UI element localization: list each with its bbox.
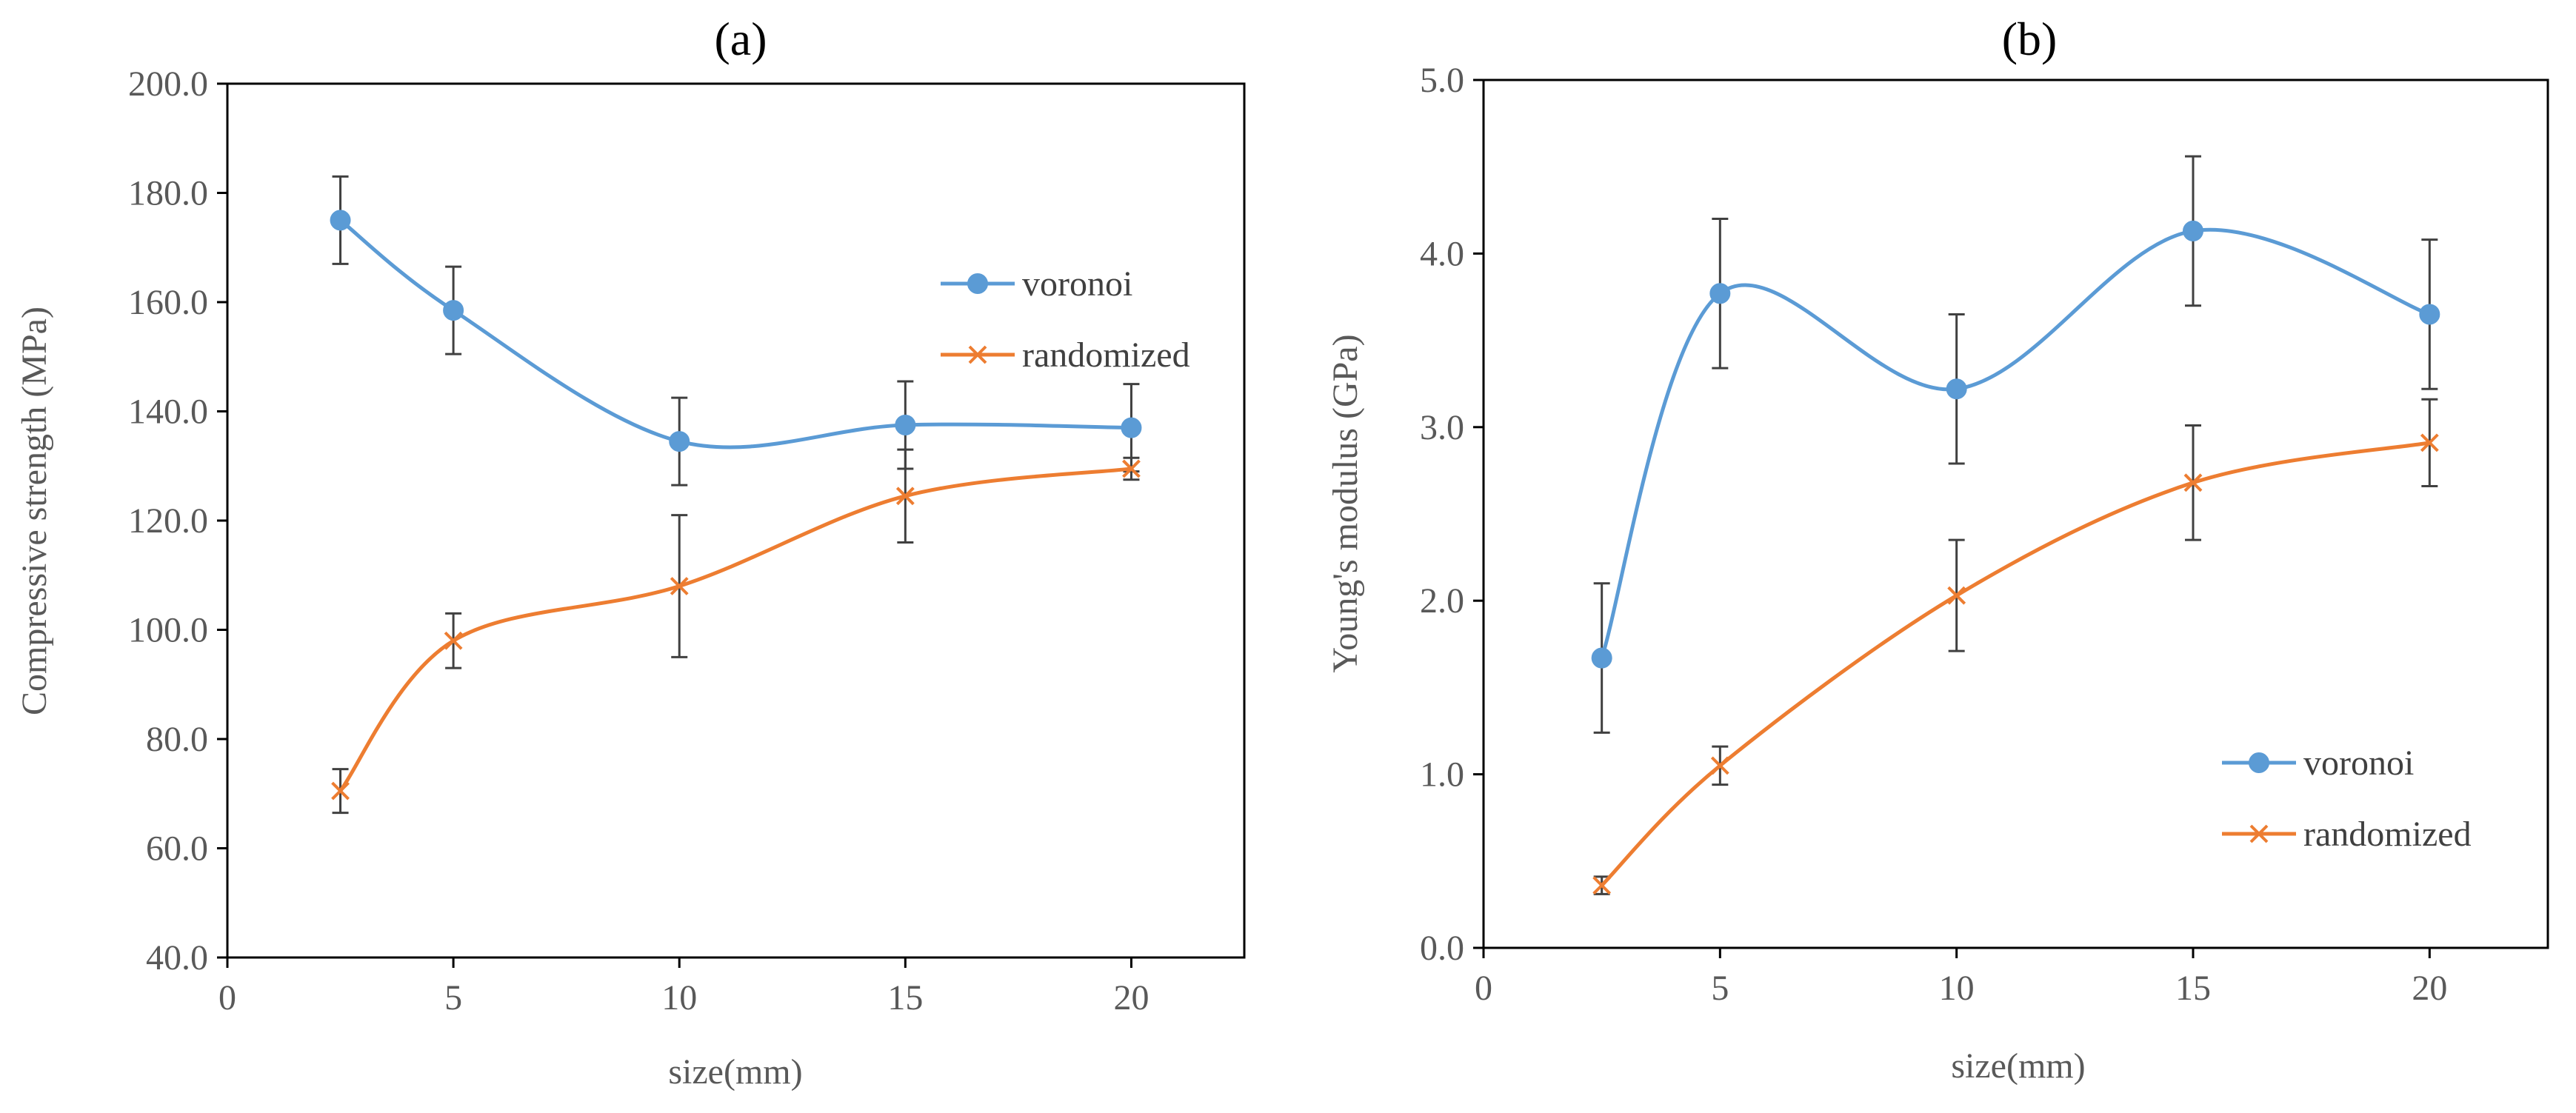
panel-b-x-axis-title: size(mm) [1951, 1046, 2085, 1086]
panel-b-voronoi-point [1946, 378, 1967, 400]
panel-b-randomized-point-stroke-2 [1947, 586, 1966, 605]
panel-b-x-tick-label: 0 [1475, 969, 1492, 1008]
panel-a-randomized-point [331, 781, 350, 801]
panel-b-x-tick-label: 10 [1939, 969, 1975, 1008]
panel-a-randomized-point [1122, 459, 1141, 478]
panel-a-randomized-point-stroke-2 [444, 631, 463, 650]
panel-a-x-tick-label: 15 [887, 978, 923, 1017]
panel-b-x-tick-label: 5 [1711, 969, 1729, 1008]
panel-a-randomized-point-stroke-2 [331, 781, 350, 801]
panel-a-y-tick-label: 80.0 [146, 720, 208, 759]
panel-b-randomized-point [2183, 473, 2203, 492]
panel-b-x-tick-label: 20 [2412, 969, 2447, 1008]
chart-panel-a: (a) size(mm) Compressive strength (MPa) … [15, 13, 1246, 1092]
panel-b-legend-randomized: randomized [2222, 815, 2472, 854]
panel-a-y-axis-title: Compressive strength (MPa) [15, 307, 54, 715]
panel-a-legend-randomized: randomized [941, 335, 1190, 375]
panel-a-voronoi-point [895, 414, 916, 435]
panel-b-voronoi-point [2183, 220, 2203, 241]
panel-b-y-tick-label: 1.0 [1420, 755, 1464, 795]
panel-b-y-tick-label: 0.0 [1420, 929, 1464, 968]
panel-b-voronoi-point [2419, 304, 2440, 325]
panel-b-randomized-point [1592, 876, 1612, 895]
panel-a-randomized-point [895, 487, 915, 506]
panel-a-voronoi-point [669, 431, 690, 452]
panel-a-voronoi-point [1121, 417, 1142, 438]
panel-a-x-tick-label: 20 [1113, 978, 1149, 1017]
panel-b-y-tick-label: 3.0 [1420, 408, 1464, 447]
panel-a-y-tick-label: 160.0 [128, 283, 208, 322]
panel-a-legend-voronoi: voronoi [941, 264, 1132, 304]
legend-swatch-marker [2249, 752, 2269, 773]
legend-label: randomized [2303, 815, 2472, 854]
panel-b-randomized-point-stroke-2 [2420, 433, 2439, 452]
panel-b-randomized-point-stroke-2 [1710, 756, 1729, 775]
panel-a-voronoi-point [330, 210, 351, 231]
panel-b-randomized-point-stroke-2 [1592, 876, 1612, 895]
panel-a-x-axis-title: size(mm) [668, 1052, 802, 1092]
panel-b-plot-frame [1482, 78, 2549, 949]
panel-b-randomized-point [1947, 586, 1966, 605]
legend-label: voronoi [1022, 264, 1132, 304]
legend-swatch-marker [2249, 824, 2269, 843]
panel-a-y-tick-label: 140.0 [128, 392, 208, 432]
panel-a-x-tick-label: 10 [661, 978, 697, 1017]
legend-swatch-marker-stroke-2 [968, 345, 987, 364]
legend-swatch-marker [967, 273, 988, 294]
panel-a-randomized-point-stroke-2 [670, 577, 689, 595]
panel-a-y-tick-label: 100.0 [128, 611, 208, 650]
panel-a-randomized-point [444, 631, 463, 650]
panel-b-y-tick-label: 4.0 [1420, 234, 1464, 273]
panel-a-randomized-point [670, 577, 689, 595]
panel-a-x-tick-label: 5 [444, 978, 462, 1017]
panel-b-y-tick-label: 5.0 [1420, 61, 1464, 100]
panel-b-legend-voronoi: voronoi [2222, 743, 2414, 783]
chart-panel-b: (b) size(mm) Young's modulus (GPa) 0.0 1.… [1326, 13, 2549, 1086]
panel-a-randomized-point-stroke-2 [1122, 459, 1141, 478]
legend-swatch-marker-stroke-2 [2249, 824, 2269, 843]
legend-swatch-marker [968, 345, 987, 364]
panel-a-y-tick-label: 180.0 [128, 174, 208, 213]
panel-b-x-tick-label: 15 [2175, 969, 2211, 1008]
panel-b-voronoi-point [1709, 283, 1731, 304]
panel-a-y-tick-label: 120.0 [128, 501, 208, 541]
panel-a-y-tick-label: 40.0 [146, 938, 208, 977]
panel-a-title: (a) [714, 13, 767, 65]
panel-b-voronoi-point [1591, 647, 1612, 669]
panel-b-y-axis-title: Young's modulus (GPa) [1326, 334, 1365, 672]
panel-a-randomized-point-stroke-2 [895, 487, 915, 506]
legend-label: voronoi [2303, 743, 2414, 783]
panel-a-voronoi-point [443, 300, 464, 321]
panel-b-y-tick-label: 2.0 [1420, 581, 1464, 621]
legend-label: randomized [1022, 335, 1190, 375]
panel-b-randomized-point [1710, 756, 1729, 775]
panel-b-title: (b) [2002, 13, 2058, 65]
panel-a-x-tick-label: 0 [218, 978, 236, 1017]
panel-b-randomized-point-stroke-2 [2183, 473, 2203, 492]
panel-b-voronoi-line [1600, 227, 2432, 661]
panel-b-randomized-point [2420, 433, 2439, 452]
panel-a-y-tick-label: 60.0 [146, 829, 208, 869]
panel-a-y-tick-label: 200.0 [128, 64, 208, 104]
